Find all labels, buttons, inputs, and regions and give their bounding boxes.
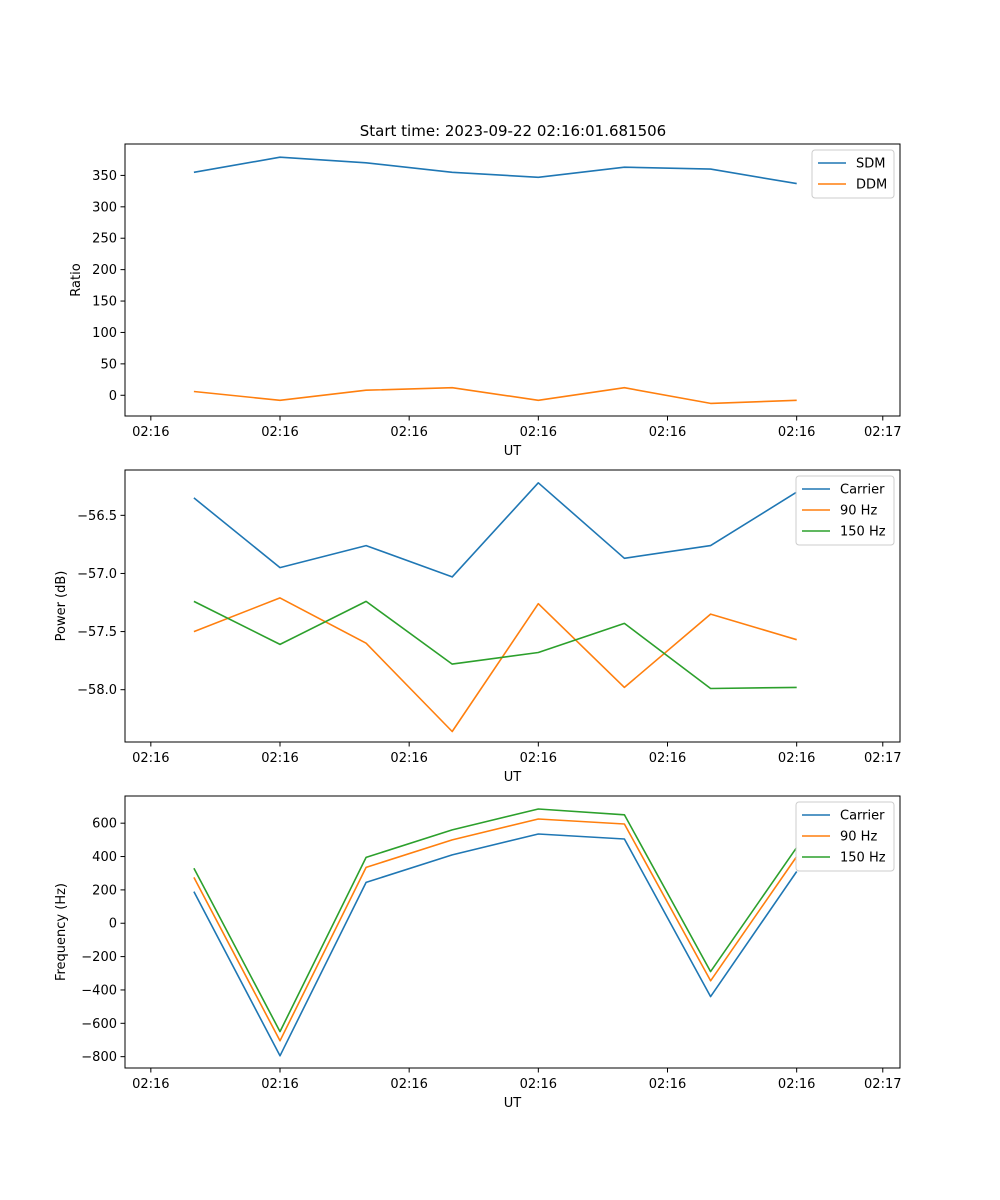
legend: Carrier 90 Hz 150 Hz xyxy=(795,475,895,546)
subplot-2: 02:16 02:16 02:16 02:16 02:16 02:16 02:17 −58.0… xyxy=(54,469,902,785)
y-tick-label: 600 xyxy=(92,817,117,832)
legend: SDM DDM xyxy=(811,149,895,199)
x-axis-label: UT xyxy=(504,770,522,785)
x-axis-label: UT xyxy=(504,444,522,459)
subplot-3: 02:16 02:16 02:16 02:16 02:16 02:16 02:17 −800 −… xyxy=(54,795,902,1111)
legend-box xyxy=(811,149,895,199)
series-line-ddm xyxy=(193,386,797,405)
x-tick-label: 02:16 xyxy=(649,751,686,766)
subplot-1: 02:16 02:16 02:16 02:16 02:16 02:16 02:17 0 50 10… xyxy=(69,143,902,459)
y-tick-label: 200 xyxy=(92,883,117,898)
x-tick-label: 02:16 xyxy=(261,1077,298,1092)
y-tick-label: 300 xyxy=(92,200,117,215)
series-line-90-hz xyxy=(193,818,798,1042)
x-tick-label: 02:16 xyxy=(778,425,815,440)
y-tick-label: 50 xyxy=(100,357,117,372)
legend: Carrier 90 Hz 150 Hz xyxy=(795,801,895,872)
y-tick-label: −58.0 xyxy=(77,683,117,698)
series-line-90-hz xyxy=(193,597,797,733)
legend-entry: Carrier xyxy=(840,483,885,498)
series-line-150-hz xyxy=(193,600,797,690)
x-tick-label: 02:16 xyxy=(520,425,557,440)
series-line-sdm xyxy=(193,156,797,185)
y-axis-label: Power (dB) xyxy=(54,571,69,642)
y-tick-label: −57.0 xyxy=(77,567,117,582)
y-tick-label: 250 xyxy=(92,232,117,247)
y-tick-label: 350 xyxy=(92,169,117,184)
figure-title: Start time: 2023-09-22 02:16:01.681506 xyxy=(360,122,666,140)
y-tick-label: −800 xyxy=(81,1050,117,1065)
x-tick-label: 02:16 xyxy=(261,751,298,766)
y-tick-label: −200 xyxy=(81,950,117,965)
legend-box xyxy=(795,475,895,546)
axes-frame xyxy=(124,143,901,417)
series-line-carrier xyxy=(193,833,798,1057)
legend-entry: 90 Hz xyxy=(840,830,877,845)
axes-frame xyxy=(124,795,901,1069)
y-tick-label: −57.5 xyxy=(77,625,117,640)
x-tick-label: 02:16 xyxy=(390,425,427,440)
y-tick-label: 150 xyxy=(92,295,117,310)
legend-box xyxy=(795,801,895,872)
x-tick-label: 02:17 xyxy=(864,1077,901,1092)
x-tick-label: 02:16 xyxy=(132,1077,169,1092)
y-tick-label: 200 xyxy=(92,263,117,278)
subplots-container: 02:16 02:16 02:16 02:16 02:16 02:16 02:17 0 50 10… xyxy=(54,143,902,1111)
x-tick-label: 02:16 xyxy=(778,751,815,766)
x-tick-label: 02:16 xyxy=(778,1077,815,1092)
axes-frame xyxy=(124,469,901,743)
y-tick-label: 0 xyxy=(109,389,117,404)
y-tick-label: 400 xyxy=(92,850,117,865)
x-tick-label: 02:16 xyxy=(132,751,169,766)
x-axis-label: UT xyxy=(504,1096,522,1111)
x-tick-label: 02:17 xyxy=(864,425,901,440)
x-tick-label: 02:16 xyxy=(520,751,557,766)
legend-entry: 150 Hz xyxy=(840,851,886,866)
x-tick-label: 02:16 xyxy=(649,1077,686,1092)
y-tick-label: −56.5 xyxy=(77,509,117,524)
series-line-150-hz xyxy=(193,808,798,1033)
legend-entry: Carrier xyxy=(840,809,885,824)
y-tick-label: 100 xyxy=(92,326,117,341)
x-tick-label: 02:16 xyxy=(390,1077,427,1092)
x-tick-label: 02:16 xyxy=(390,751,427,766)
y-axis-label: Ratio xyxy=(69,263,84,296)
x-tick-label: 02:16 xyxy=(649,425,686,440)
x-tick-label: 02:17 xyxy=(864,751,901,766)
legend-entry: 90 Hz xyxy=(840,504,877,519)
y-tick-label: −600 xyxy=(81,1017,117,1032)
x-tick-label: 02:16 xyxy=(261,425,298,440)
x-tick-label: 02:16 xyxy=(132,425,169,440)
y-axis-label: Frequency (Hz) xyxy=(54,883,69,981)
legend-entry: SDM xyxy=(856,157,885,172)
y-tick-label: −400 xyxy=(81,983,117,998)
y-tick-label: 0 xyxy=(109,917,117,932)
legend-entry: 150 Hz xyxy=(840,525,886,540)
x-tick-label: 02:16 xyxy=(520,1077,557,1092)
series-line-carrier xyxy=(193,481,798,578)
legend-entry: DDM xyxy=(856,178,887,193)
